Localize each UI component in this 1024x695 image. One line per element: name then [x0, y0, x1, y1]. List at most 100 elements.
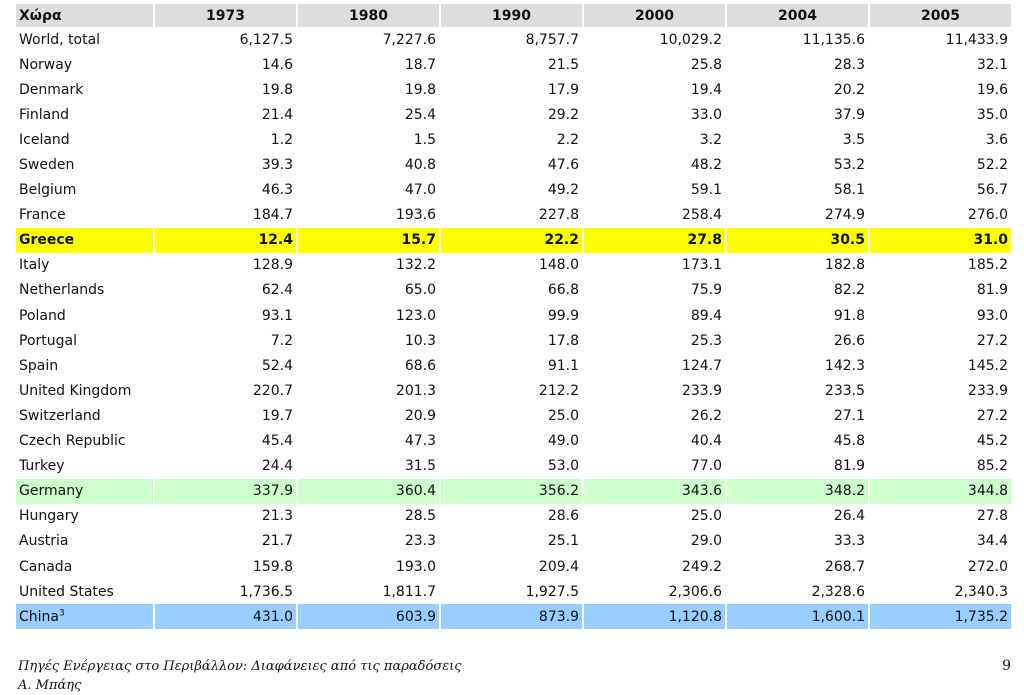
- cell-value: 33.0: [690, 106, 722, 123]
- country-name: Denmark: [19, 81, 84, 98]
- cell-value: 22.2: [441, 227, 582, 253]
- table-row: Sweden 39.3 40.8 47.6 48.2 53.2 52.2: [16, 152, 1011, 177]
- cell-value: 249.2: [681, 558, 722, 575]
- cell-value: 182.8: [824, 257, 865, 274]
- table-body: World, total 6,127.5 7,227.6 8,757.7 10,029.…: [16, 27, 1011, 630]
- table-row: Greece 12.4 15.7 22.2 27.8 30.5 31.0: [16, 227, 1011, 253]
- column-header-1990: 1990: [441, 4, 582, 27]
- footer-title: Πηγές Ενέργειας στο Περιβάλλον: Διαφάνει…: [18, 659, 462, 674]
- cell-value: 45.8: [833, 433, 865, 450]
- cell-value: 53.0: [547, 458, 579, 475]
- cell-value: 185.2: [967, 257, 1008, 274]
- cell-value: 233.5: [824, 382, 865, 399]
- table-row: Spain 52.4 68.6 91.1 124.7 142.3 145.2: [16, 353, 1011, 378]
- country-name: Iceland: [19, 131, 70, 148]
- country-name: Canada: [19, 558, 73, 575]
- cell-value: 19.4: [690, 81, 722, 98]
- cell-value: 343.6: [584, 478, 725, 504]
- table-row: World, total 6,127.5 7,227.6 8,757.7 10,029.…: [16, 27, 1011, 52]
- cell-value: 1.5: [413, 131, 436, 148]
- cell-value: 20.9: [404, 407, 436, 424]
- cell-value: 212.2: [538, 382, 579, 399]
- table-row: Italy 128.9 132.2 148.0 173.1 182.8 185.2: [16, 253, 1011, 278]
- cell-country: Hungary: [16, 504, 153, 529]
- cell-value: 47.3: [404, 433, 436, 450]
- cell-value: 75.9: [690, 282, 722, 299]
- cell-value: 276.0: [967, 207, 1008, 224]
- cell-value: 91.8: [833, 307, 865, 324]
- cell-value: 26.6: [833, 332, 865, 349]
- table-row: Iceland 1.2 1.5 2.2 3.2 3.5 3.6: [16, 127, 1011, 152]
- column-header-1973: 1973: [155, 4, 296, 27]
- cell-value: 29.0: [690, 533, 722, 550]
- cell-value: 356.2: [441, 478, 582, 504]
- country-name: France: [19, 207, 66, 224]
- cell-country: Netherlands: [16, 278, 153, 303]
- cell-value: 2,328.6: [811, 583, 865, 600]
- country-name: Italy: [19, 257, 50, 274]
- cell-value: 20.2: [833, 81, 865, 98]
- cell-value: 91.1: [547, 357, 579, 374]
- country-name: United Kingdom: [19, 382, 132, 399]
- cell-value: 26.2: [690, 407, 722, 424]
- cell-value: 3.6: [985, 131, 1008, 148]
- cell-value: 53.2: [833, 157, 865, 174]
- cell-value: 48.2: [690, 157, 722, 174]
- cell-value: 145.2: [967, 357, 1008, 374]
- cell-country: United Kingdom: [16, 378, 153, 403]
- cell-value: 209.4: [538, 558, 579, 575]
- table-row: France 184.7 193.6 227.8 258.4 274.9 276.0: [16, 203, 1011, 228]
- cell-value: 28.5: [404, 508, 436, 525]
- cell-value: 193.6: [395, 207, 436, 224]
- table-row: United States 1,736.5 1,811.7 1,927.5 2,306.…: [16, 579, 1011, 604]
- cell-country: Italy: [16, 253, 153, 278]
- cell-value: 82.2: [833, 282, 865, 299]
- country-name: Switzerland: [19, 407, 101, 424]
- cell-value: 25.0: [690, 508, 722, 525]
- cell-value: 19.8: [404, 81, 436, 98]
- cell-value: 35.0: [976, 106, 1008, 123]
- cell-country: Poland: [16, 303, 153, 328]
- cell-value: 25.4: [404, 106, 436, 123]
- cell-value: 25.8: [690, 56, 722, 73]
- table-row: Hungary 21.3 28.5 28.6 25.0 26.4 27.8: [16, 504, 1011, 529]
- table-row: Austria 21.7 23.3 25.1 29.0 33.3 34.4: [16, 529, 1011, 554]
- cell-value: 360.4: [298, 478, 439, 504]
- cell-value: 93.1: [261, 307, 293, 324]
- cell-value: 11,135.6: [802, 31, 865, 48]
- cell-value: 233.9: [681, 382, 722, 399]
- page-footer: Πηγές Ενέργειας στο Περιβάλλον: Διαφάνει…: [18, 657, 1013, 695]
- cell-value: 148.0: [538, 257, 579, 274]
- cell-value: 159.8: [252, 558, 293, 575]
- cell-value: 28.6: [547, 508, 579, 525]
- country-name: Czech Republic: [19, 433, 126, 450]
- cell-value: 1,811.7: [382, 583, 436, 600]
- cell-value: 19.7: [261, 407, 293, 424]
- column-header-2005: 2005: [870, 4, 1011, 27]
- cell-value: 18.7: [404, 56, 436, 73]
- cell-value: 46.3: [261, 182, 293, 199]
- cell-value: 15.7: [298, 227, 439, 253]
- cell-value: 10.3: [404, 332, 436, 349]
- cell-value: 25.0: [547, 407, 579, 424]
- cell-value: 603.9: [298, 604, 439, 630]
- cell-value: 39.3: [261, 157, 293, 174]
- country-name: Netherlands: [19, 282, 105, 299]
- cell-value: 32.1: [976, 56, 1008, 73]
- cell-value: 27.1: [833, 407, 865, 424]
- cell-value: 89.4: [690, 307, 722, 324]
- cell-country: Canada: [16, 554, 153, 579]
- cell-value: 132.2: [395, 257, 436, 274]
- table-row: Netherlands 62.4 65.0 66.8 75.9 82.2 81.9: [16, 278, 1011, 303]
- cell-country: Germany: [16, 478, 153, 504]
- cell-value: 7.2: [270, 332, 293, 349]
- cell-country: Denmark: [16, 77, 153, 102]
- cell-value: 33.3: [833, 533, 865, 550]
- cell-value: 142.3: [824, 357, 865, 374]
- cell-value: 49.2: [547, 182, 579, 199]
- cell-value: 45.2: [976, 433, 1008, 450]
- cell-value: 14.6: [261, 56, 293, 73]
- column-header-1980: 1980: [298, 4, 439, 27]
- cell-value: 27.2: [976, 332, 1008, 349]
- cell-value: 201.3: [395, 382, 436, 399]
